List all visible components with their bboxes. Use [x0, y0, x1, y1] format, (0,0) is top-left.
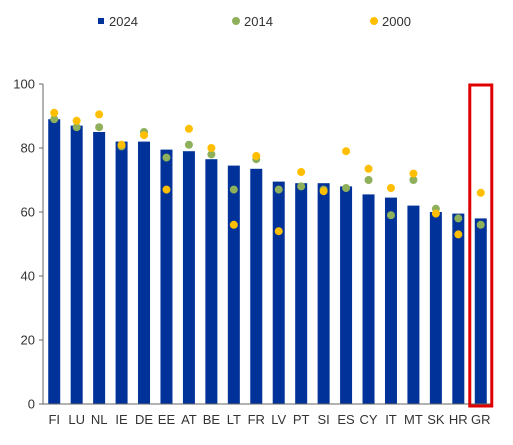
x-tick-label-mt: MT — [404, 412, 423, 427]
point-2000-gr — [476, 188, 485, 197]
legend-marker-2024 — [98, 18, 104, 24]
bar-2024-pt — [295, 183, 308, 404]
y-tick-label: 100 — [13, 77, 35, 92]
x-tick-label-de: DE — [135, 412, 153, 427]
y-tick-label: 40 — [21, 269, 35, 284]
bar-2024-lu — [70, 125, 83, 404]
highlight-layer — [468, 83, 494, 408]
point-2000-de — [140, 131, 149, 140]
point-2000-si — [319, 187, 328, 196]
point-2000-lv — [274, 227, 283, 236]
point-2000-ee — [162, 185, 171, 194]
x-axis: FI LU NL IE DE EE AT BE LT FR LV PT SI ES CY IT MT SK HR GR — [43, 403, 492, 427]
y-tick-label: 20 — [21, 333, 35, 348]
bar-2024-lv — [272, 181, 285, 404]
bar-2024-es — [340, 186, 353, 404]
point-2000-es — [342, 147, 351, 156]
bar-2024-be — [205, 159, 218, 404]
dot-series — [50, 108, 485, 239]
x-tick-label-at: AT — [181, 412, 197, 427]
point-2000-ie — [117, 140, 126, 149]
point-2014-lv — [274, 185, 283, 194]
point-2000-be — [207, 144, 216, 152]
y-tick-label: 60 — [21, 205, 35, 220]
point-2014-hr — [454, 214, 463, 223]
legend-label-2024: 2024 — [109, 14, 138, 29]
point-2000-at — [184, 124, 193, 133]
point-2014-at — [184, 140, 193, 149]
bar-2024-si — [317, 183, 330, 404]
bar-2024-gr — [474, 218, 487, 404]
point-2014-pt — [297, 182, 306, 191]
point-2014-cy — [364, 176, 373, 184]
point-2000-fi — [50, 108, 59, 117]
bar-2024-it — [384, 197, 397, 404]
highlight-box-gr — [468, 83, 494, 408]
point-2014-lt — [229, 185, 238, 194]
x-tick-label-pt: PT — [293, 412, 310, 427]
point-2000-mt — [409, 169, 418, 178]
point-2000-lt — [229, 220, 238, 229]
x-tick-label-sk: SK — [427, 412, 445, 427]
bar-2024-mt — [407, 205, 420, 404]
y-axis: 0 20 40 60 80 100 — [13, 77, 44, 412]
point-2000-sk — [431, 209, 440, 218]
x-tick-label-cy: CY — [359, 412, 377, 427]
legend-label-2000: 2000 — [382, 14, 411, 29]
x-tick-label-fr: FR — [248, 412, 265, 427]
point-2014-it — [386, 211, 395, 220]
point-2014-be — [207, 150, 216, 159]
x-tick-label-gr: GR — [471, 412, 491, 427]
bar-2024-cy — [362, 194, 375, 404]
x-tick-label-be: BE — [203, 412, 221, 427]
bar-2024-nl — [93, 132, 106, 404]
y-tick-label: 0 — [28, 397, 35, 412]
x-tick-label-si: SI — [317, 412, 329, 427]
x-tick-label-ee: EE — [158, 412, 176, 427]
bar-2024-ie — [115, 141, 128, 404]
bar-2024-fr — [250, 168, 263, 404]
x-tick-label-lu: LU — [68, 412, 85, 427]
point-2000-it — [386, 184, 395, 192]
x-tick-label-hr: HR — [449, 412, 468, 427]
bar-2024-de — [138, 141, 151, 404]
bar-2024-ee — [160, 149, 173, 404]
point-2014-ee — [162, 153, 171, 162]
point-2014-gr — [476, 220, 485, 229]
x-tick-label-lt: LT — [227, 412, 241, 427]
legend-label-2014: 2014 — [244, 14, 273, 29]
legend-marker-2014 — [232, 17, 240, 25]
x-tick-label-es: ES — [337, 412, 355, 427]
point-2000-cy — [364, 164, 373, 173]
point-2014-mt — [409, 176, 418, 184]
legend: 2024 2014 2000 — [98, 14, 411, 29]
point-2000-fr — [252, 152, 261, 160]
point-2000-nl — [95, 110, 104, 119]
bar-2024-hr — [452, 213, 465, 404]
bar-2024-lt — [227, 165, 240, 404]
point-2014-lu — [72, 123, 81, 132]
point-2014-nl — [95, 123, 104, 132]
point-2014-es — [342, 184, 351, 192]
bar-2024-fi — [48, 119, 61, 404]
point-2000-hr — [454, 230, 463, 239]
point-2000-pt — [297, 168, 306, 176]
x-tick-label-fi: FI — [48, 412, 60, 427]
x-tick-label-ie: IE — [115, 412, 128, 427]
y-tick-label: 80 — [21, 141, 35, 156]
point-2014-fi — [50, 115, 59, 124]
point-2000-lu — [72, 116, 81, 125]
x-tick-label-it: IT — [385, 412, 397, 427]
bar-2024-sk — [429, 212, 442, 404]
bar-series — [48, 119, 487, 404]
legend-marker-2000 — [370, 17, 378, 25]
x-tick-label-lv: LV — [271, 412, 286, 427]
bar-2024-at — [182, 151, 195, 404]
x-tick-label-nl: NL — [91, 412, 108, 427]
